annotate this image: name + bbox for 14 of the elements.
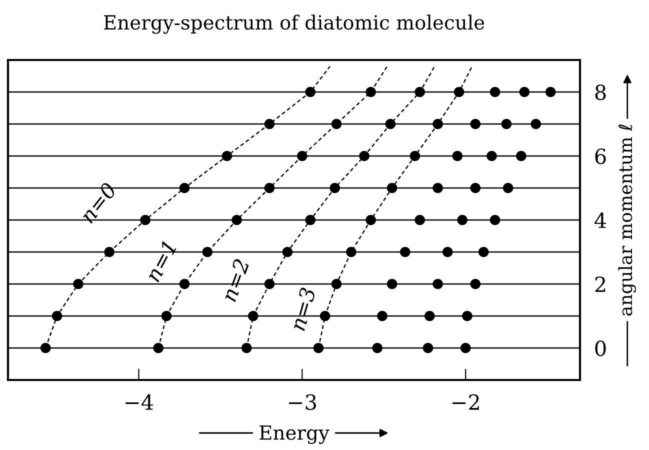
- y-tick-label: 6: [595, 148, 606, 164]
- y-tick-label: 0: [595, 340, 606, 356]
- y-tick-label: 2: [595, 276, 606, 292]
- x-tick-label: −2: [452, 394, 479, 410]
- x-tick-label: −3: [289, 394, 316, 410]
- text: n=3: [289, 286, 316, 332]
- x-axis-title: Energy: [260, 425, 330, 444]
- y-axis-title: angular momentum ℓ: [618, 124, 636, 316]
- x-tick-label: −4: [126, 394, 154, 410]
- y-tick-label: 4: [594, 212, 606, 228]
- text: n=2: [220, 258, 250, 302]
- chart-title: Energy-spectrum of diatomic molecule: [104, 14, 484, 34]
- text: n=1: [144, 241, 176, 282]
- y-tick-label: 8: [595, 84, 606, 100]
